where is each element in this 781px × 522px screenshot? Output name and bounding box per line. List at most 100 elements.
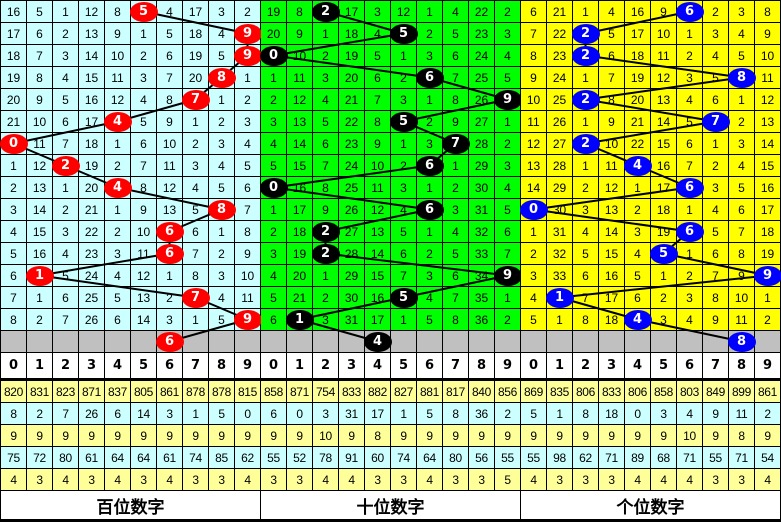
draw-ball: 2 bbox=[571, 45, 600, 66]
omission-cell: 8 bbox=[27, 67, 52, 88]
omission-cell: 2 bbox=[495, 133, 520, 154]
stat-cell: 11 bbox=[729, 403, 754, 424]
next-row-cell bbox=[703, 331, 728, 352]
omission-cell: 4 bbox=[391, 199, 416, 220]
omission-cell: 5 bbox=[209, 177, 234, 198]
omission-cell: 8 bbox=[235, 221, 260, 242]
panel-title: 十位数字 bbox=[261, 491, 520, 519]
stat-cell: 1 bbox=[547, 403, 572, 424]
column-header: 8 bbox=[729, 353, 754, 378]
omission-cell: 1 bbox=[105, 199, 130, 220]
stat-cell: 80 bbox=[443, 447, 468, 468]
omission-cell: 9 bbox=[235, 243, 260, 264]
omission-cell: 8 bbox=[131, 177, 156, 198]
omission-cell: 6 bbox=[703, 243, 728, 264]
omission-cell: 12 bbox=[391, 1, 416, 22]
omission-cell: 6 bbox=[703, 89, 728, 110]
omission-cell: 5 bbox=[703, 67, 728, 88]
draw-ball: 5 bbox=[389, 23, 418, 44]
stat-cell: 85 bbox=[209, 447, 234, 468]
stat-cell: 9 bbox=[469, 425, 494, 446]
stat-cell: 805 bbox=[131, 381, 156, 402]
stat-cell: 68 bbox=[651, 447, 676, 468]
omission-cell: 12 bbox=[651, 67, 676, 88]
omission-cell: 9 bbox=[157, 111, 182, 132]
omission-cell: 4 bbox=[417, 287, 442, 308]
omission-cell: 1 bbox=[417, 1, 442, 22]
stat-cell: 4 bbox=[157, 469, 182, 490]
omission-cell: 3 bbox=[417, 265, 442, 286]
column-header: 6 bbox=[417, 353, 442, 378]
omission-cell: 20 bbox=[287, 265, 312, 286]
stat-cell: 9 bbox=[105, 425, 130, 446]
stat-cell: 71 bbox=[599, 447, 624, 468]
stat-cell: 3 bbox=[443, 469, 468, 490]
omission-cell: 5 bbox=[443, 23, 468, 44]
omission-cell: 16 bbox=[625, 1, 650, 22]
omission-cell: 4 bbox=[313, 89, 338, 110]
stat-cell: 5 bbox=[495, 469, 520, 490]
stat-cell: 806 bbox=[573, 381, 598, 402]
omission-cell: 4 bbox=[573, 221, 598, 242]
omission-cell: 6 bbox=[365, 67, 390, 88]
omission-cell: 5 bbox=[27, 1, 52, 22]
omission-cell: 5 bbox=[157, 23, 182, 44]
omission-cell: 4 bbox=[521, 287, 546, 308]
omission-cell: 10 bbox=[157, 133, 182, 154]
draw-ball: 9 bbox=[233, 45, 262, 66]
omission-cell: 2 bbox=[417, 23, 442, 44]
omission-cell: 1 bbox=[53, 1, 78, 22]
next-row-cell bbox=[209, 331, 234, 352]
stat-cell: 78 bbox=[313, 447, 338, 468]
omission-cell: 29 bbox=[469, 155, 494, 176]
omission-cell: 4 bbox=[1, 221, 26, 242]
next-row-cell bbox=[391, 331, 416, 352]
omission-cell: 4 bbox=[625, 243, 650, 264]
omission-cell: 12 bbox=[521, 133, 546, 154]
stat-cell: 9 bbox=[79, 425, 104, 446]
omission-cell: 3 bbox=[261, 111, 286, 132]
column-header: 7 bbox=[703, 353, 728, 378]
omission-cell: 1 bbox=[495, 287, 520, 308]
omission-cell: 7 bbox=[365, 89, 390, 110]
omission-cell: 15 bbox=[287, 155, 312, 176]
omission-cell: 10 bbox=[651, 23, 676, 44]
stat-cell: 3 bbox=[131, 469, 156, 490]
omission-cell: 18 bbox=[625, 45, 650, 66]
omission-cell: 6 bbox=[677, 133, 702, 154]
omission-cell: 5 bbox=[209, 309, 234, 330]
omission-cell: 3 bbox=[53, 221, 78, 242]
omission-cell: 13 bbox=[599, 199, 624, 220]
next-ball: 4 bbox=[363, 331, 392, 352]
omission-cell: 3 bbox=[1, 199, 26, 220]
draw-ball: 2 bbox=[311, 243, 340, 264]
omission-cell: 26 bbox=[469, 89, 494, 110]
omission-cell: 6 bbox=[521, 1, 546, 22]
stat-cell: 833 bbox=[599, 381, 624, 402]
omission-cell: 2 bbox=[183, 133, 208, 154]
omission-cell: 7 bbox=[729, 221, 754, 242]
stat-cell: 4 bbox=[313, 469, 338, 490]
omission-cell: 2 bbox=[391, 67, 416, 88]
omission-cell: 9 bbox=[599, 111, 624, 132]
stat-cell: 831 bbox=[27, 381, 52, 402]
draw-ball: 9 bbox=[753, 265, 781, 286]
omission-cell: 24 bbox=[79, 265, 104, 286]
stat-cell: 9 bbox=[1, 425, 26, 446]
omission-cell: 1 bbox=[183, 111, 208, 132]
omission-cell: 14 bbox=[521, 177, 546, 198]
column-header: 9 bbox=[495, 353, 520, 378]
omission-cell: 10 bbox=[599, 133, 624, 154]
column-header: 2 bbox=[53, 353, 78, 378]
omission-cell: 5 bbox=[53, 265, 78, 286]
stat-cell: 1 bbox=[183, 403, 208, 424]
stat-cell: 55 bbox=[261, 447, 286, 468]
omission-cell: 15 bbox=[599, 243, 624, 264]
omission-cell: 7 bbox=[157, 67, 182, 88]
stat-cell: 3 bbox=[365, 469, 390, 490]
stat-cell: 899 bbox=[729, 381, 754, 402]
stat-cell: 871 bbox=[79, 381, 104, 402]
omission-cell: 16 bbox=[651, 155, 676, 176]
draw-ball: 6 bbox=[415, 67, 444, 88]
omission-cell: 1 bbox=[625, 177, 650, 198]
